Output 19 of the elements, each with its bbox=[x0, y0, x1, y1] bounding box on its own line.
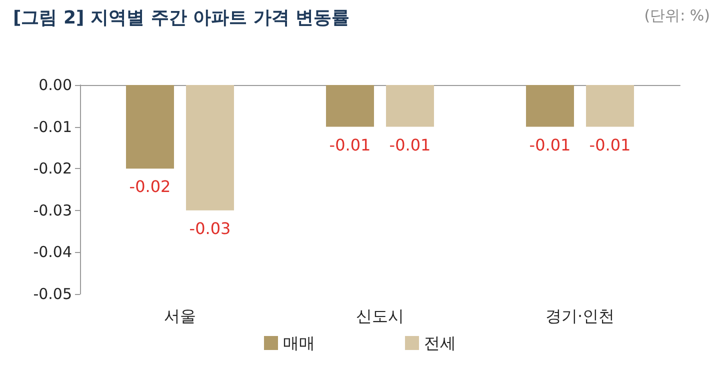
legend-label: 전세 bbox=[424, 334, 456, 352]
data-label: -0.01 bbox=[589, 135, 631, 154]
data-label: -0.01 bbox=[389, 135, 431, 154]
legend-label: 매매 bbox=[283, 334, 315, 352]
data-label: -0.02 bbox=[129, 177, 171, 196]
chart-title: [그림 2] 지역별 주간 아파트 가격 변동률 bbox=[13, 8, 350, 28]
y-tick-label: -0.01 bbox=[33, 118, 72, 136]
data-label: -0.03 bbox=[189, 218, 231, 238]
data-label: -0.01 bbox=[329, 135, 371, 154]
x-tick-label: 서울 bbox=[164, 306, 196, 326]
y-tick-label: -0.05 bbox=[33, 285, 72, 303]
x-tick-label: 경기·인천 bbox=[545, 306, 615, 326]
text: (단위: %) bbox=[644, 6, 710, 24]
y-tick-label: -0.04 bbox=[33, 243, 72, 262]
x-tick-label: 신도시 bbox=[356, 306, 404, 326]
y-tick-label: -0.02 bbox=[33, 160, 72, 178]
data-label: -0.01 bbox=[529, 135, 571, 154]
y-tick-label: -0.03 bbox=[33, 201, 72, 220]
y-tick-label: 0.00 bbox=[38, 76, 72, 94]
